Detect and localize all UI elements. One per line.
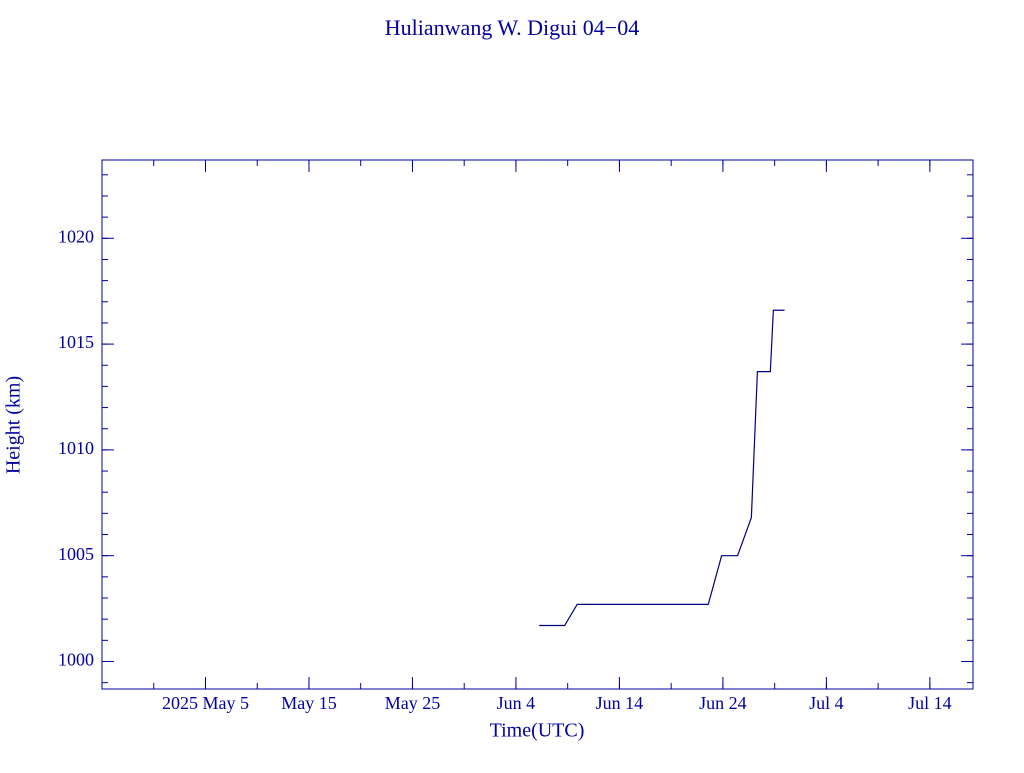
y-axis-label: Height (km) (3, 376, 25, 474)
data-line (539, 309, 785, 627)
y-tick-label: 1005 (58, 544, 94, 564)
x-tick-label: Jun 4 (497, 693, 536, 713)
x-tick-label: May 25 (385, 693, 441, 713)
x-tick-label: 2025 May 5 (162, 693, 249, 713)
x-tick-label: May 15 (281, 693, 337, 713)
chart-title: Hulianwang W. Digui 04−04 (385, 15, 639, 40)
x-axis-label: Time(UTC) (490, 720, 585, 742)
y-tick-label: 1015 (58, 332, 94, 352)
plot-frame (101, 159, 974, 690)
y-tick-label: 1010 (58, 438, 94, 458)
x-tick-label: Jun 24 (699, 693, 747, 713)
x-tick-label: Jul 14 (908, 693, 952, 713)
y-tick-label: 1000 (58, 650, 94, 670)
x-tick-label: Jun 14 (596, 693, 644, 713)
y-tick-label: 1020 (58, 226, 94, 246)
x-tick-label: Jul 4 (809, 693, 844, 713)
